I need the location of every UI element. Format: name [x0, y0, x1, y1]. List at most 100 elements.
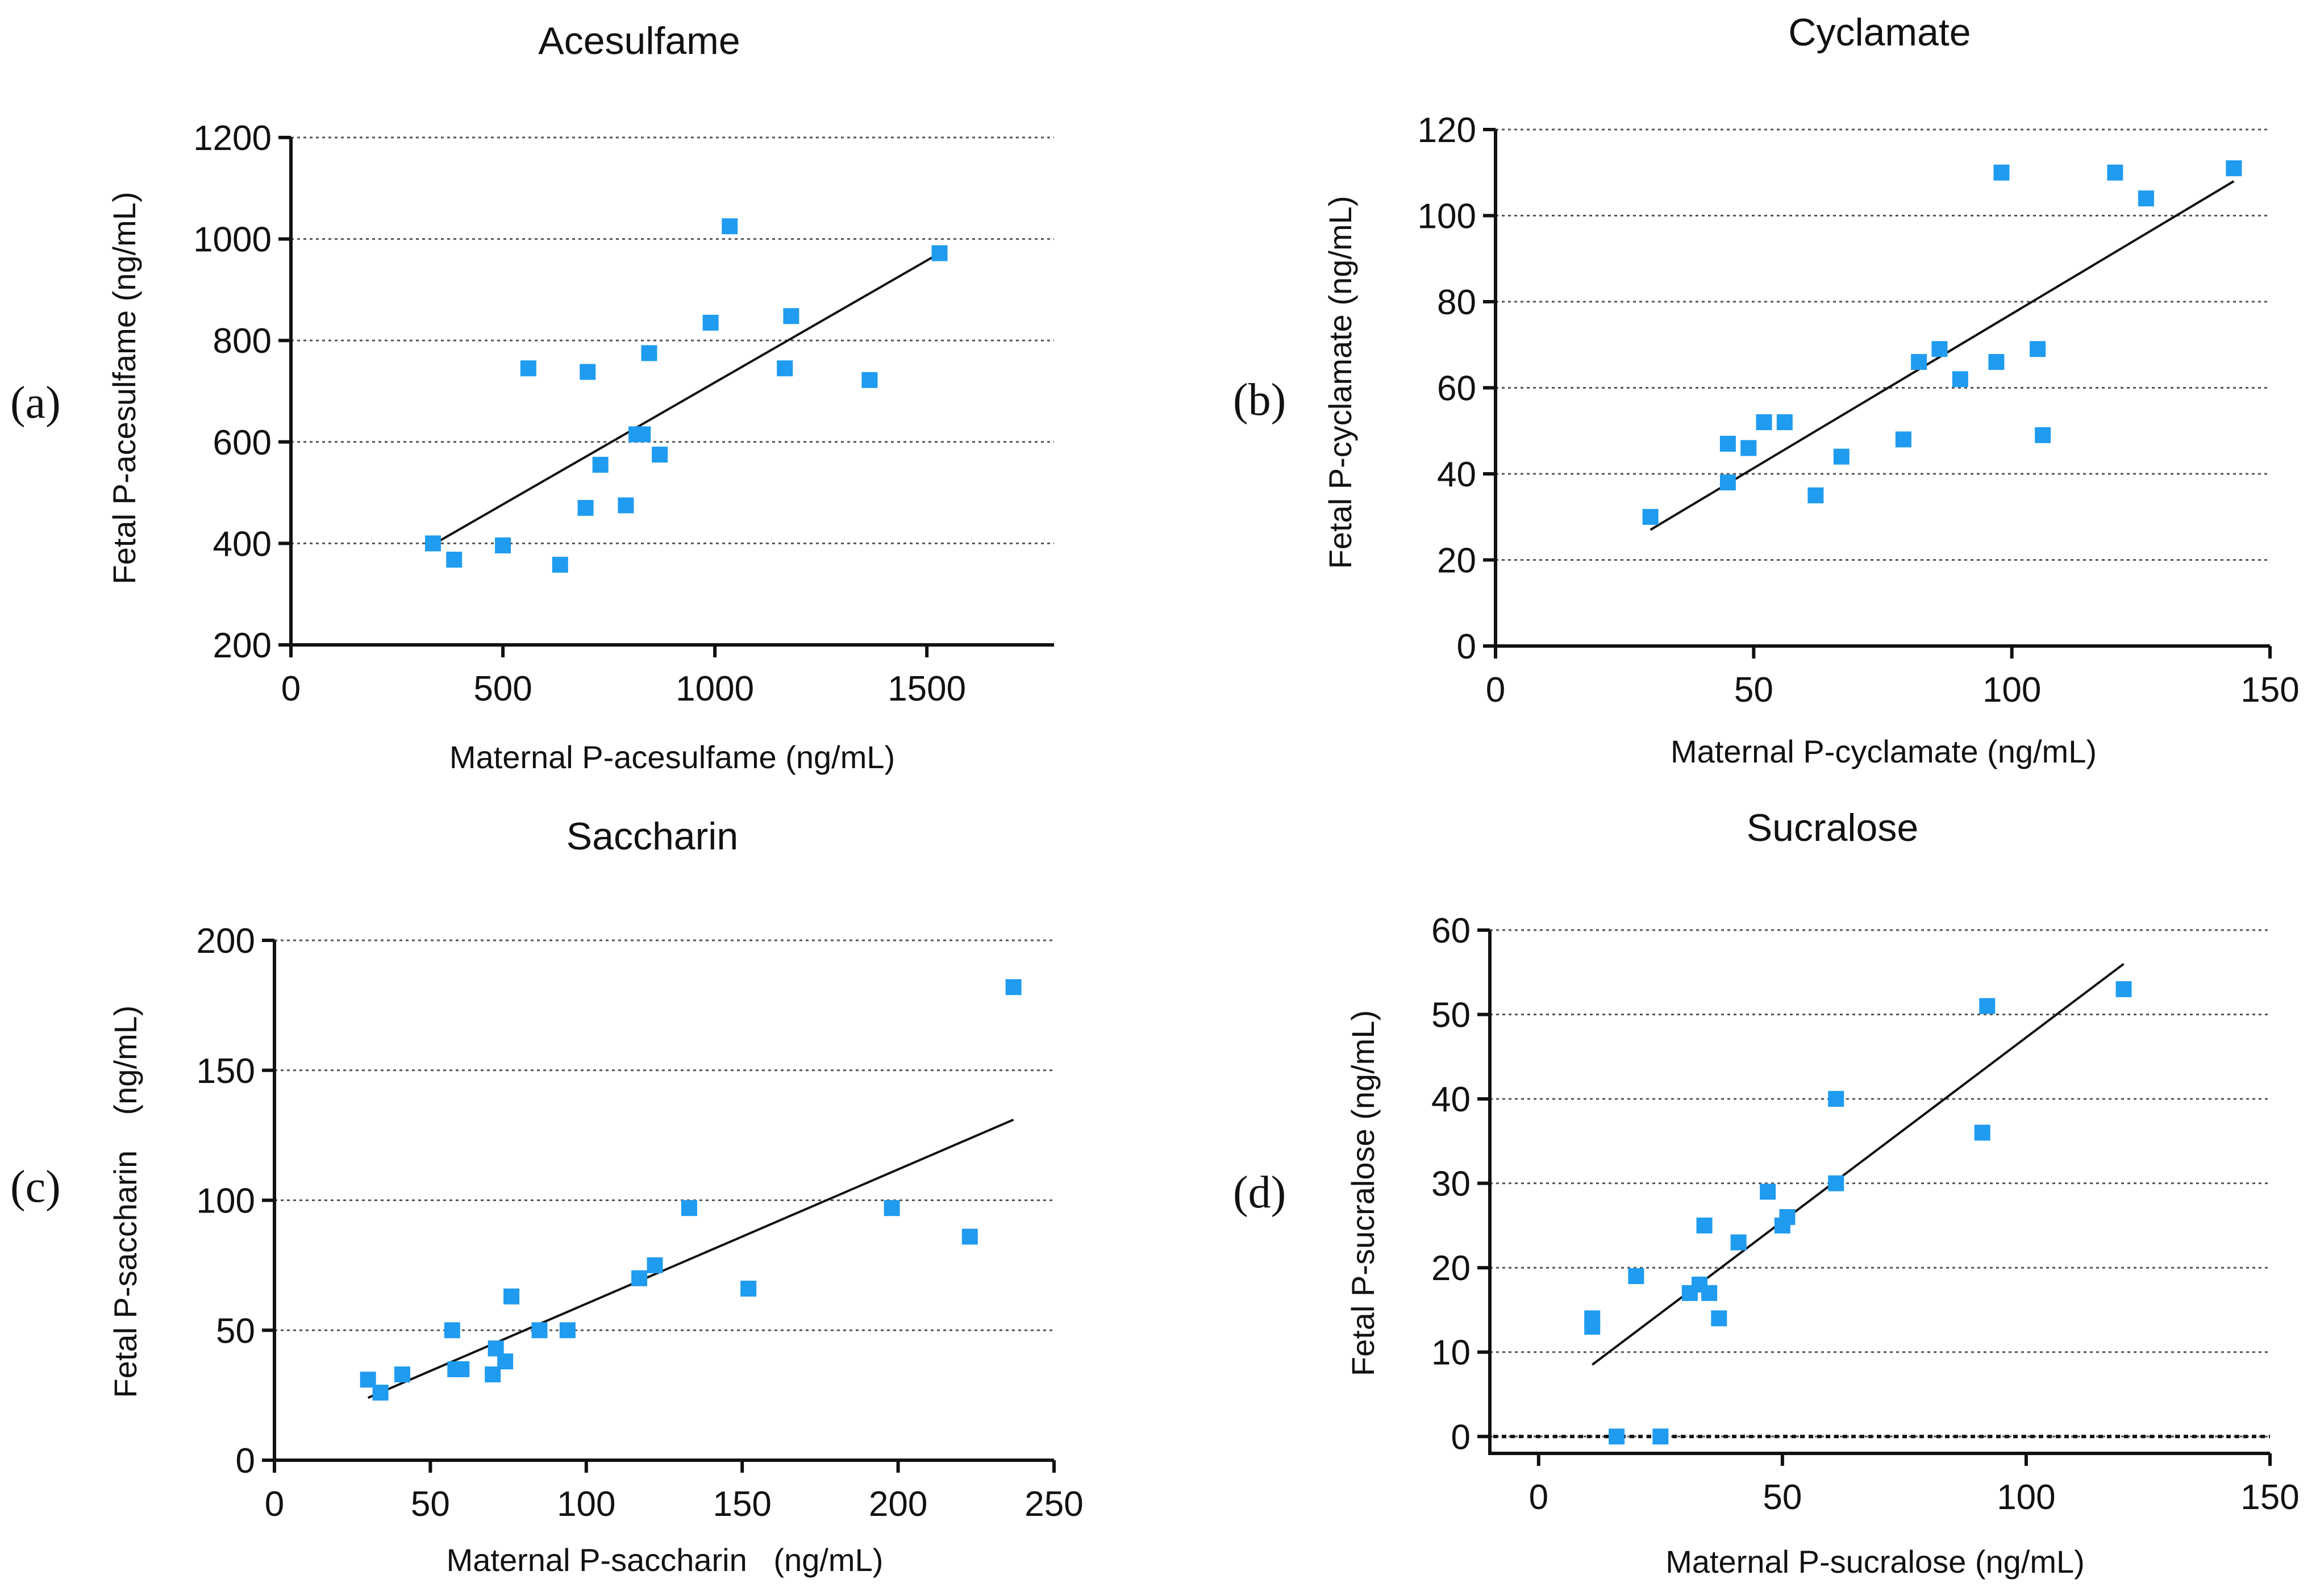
panel-b-y-tick-label: 40: [1437, 455, 1476, 494]
panel-d-data-point: [1609, 1428, 1625, 1445]
panel-c-data-point: [503, 1288, 520, 1305]
panel-a-data-point: [861, 372, 878, 388]
panel-b-data-point: [2226, 160, 2242, 177]
panel-c-y-tick-label: 100: [197, 1182, 255, 1221]
panel-d-y-tick-label: 0: [1451, 1418, 1471, 1457]
panel-a-data-point: [495, 537, 511, 553]
panel-d-data-point: [1779, 1209, 1796, 1226]
panel-a-data-point: [520, 360, 536, 377]
panel-a-x-tick-label: 500: [473, 669, 532, 709]
panel-c-data-point: [1005, 979, 1022, 995]
panel-b: (b) Cyclamate Maternal P-cyclamate (ng/m…: [1233, 11, 2300, 769]
panel-c-y-tick-label: 0: [236, 1441, 255, 1481]
panel-d-data-point: [1974, 1124, 1990, 1141]
panel-a: (a) Acesulfame Maternal P-acesulfame (ng…: [10, 19, 1054, 775]
panel-c-data-point: [961, 1228, 978, 1245]
panel-b-data-point: [1719, 474, 1736, 491]
panel-a-data-point: [641, 345, 657, 361]
panel-d-data-point: [1584, 1319, 1601, 1335]
panel-d-y-tick-label: 10: [1431, 1334, 1471, 1373]
panel-d-plot: 0 10 20 30 40 50 60 0 50 100 150: [1431, 911, 2300, 1517]
panel-c-x-tick-label: 100: [557, 1485, 615, 1524]
panel-c-data-point: [394, 1366, 411, 1383]
panel-d-data-point: [1711, 1310, 1727, 1327]
panel-a-label: (a): [10, 378, 61, 428]
panel-d-data-point: [1979, 998, 1996, 1014]
panel-a-data-point: [635, 426, 651, 443]
panel-b-y-tick-label: 100: [1418, 197, 1476, 236]
panel-a-y-tick-label: 1000: [193, 220, 272, 260]
panel-a-data-point: [592, 456, 609, 473]
panel-a-data-point: [783, 308, 799, 324]
panel-a-y-tick-label: 1200: [193, 119, 272, 158]
panel-c-ylabel: Fetal P-saccharin (ng/mL): [107, 1006, 143, 1398]
panel-b-title: Cyclamate: [1788, 11, 1971, 54]
panel-b-data-point: [1833, 448, 1850, 465]
panel-c-plot: 0 50 100 150 200 0 50 100 150 200 250: [197, 922, 1084, 1524]
panel-a-regression-line: [434, 252, 940, 545]
panel-d-data-point: [1760, 1184, 1776, 1200]
panel-c-xlabel: Maternal P-saccharin (ng/mL): [447, 1542, 884, 1578]
panel-b-label: (b): [1233, 375, 1286, 425]
panel-b-data-point: [1911, 354, 1927, 370]
panel-d-data-point: [1701, 1285, 1718, 1301]
panel-b-plot: 0 20 40 60 80 100 120 0 50 100 150: [1418, 111, 2300, 710]
panel-d-data-point: [1828, 1175, 1844, 1191]
panel-a-x-tick-label: 1000: [676, 669, 754, 709]
panel-d-xlabel: Maternal P-sucralose (ng/mL): [1665, 1544, 2085, 1580]
panel-a-data-point: [702, 314, 719, 331]
panel-b-data-point: [1740, 440, 1757, 456]
panel-a-data-point: [446, 551, 463, 568]
panel-b-data-point: [2030, 341, 2046, 357]
panel-d-x-tick-label: 100: [1997, 1478, 2055, 1517]
panel-d-y-tick-label: 20: [1431, 1249, 1471, 1288]
panel-a-data-point: [580, 364, 596, 380]
panel-d-data-point: [2115, 981, 2132, 997]
panel-a-data-point: [552, 556, 568, 573]
panel-a-x-tick-label: 0: [281, 669, 301, 709]
panel-a-data-point: [618, 497, 634, 514]
panel-b-data-point: [1895, 431, 1911, 448]
panel-b-data-point: [1988, 354, 2005, 370]
panel-c-x-tick-label: 0: [265, 1485, 284, 1524]
panel-a-data-point: [722, 218, 738, 235]
panel-d-data-point: [1828, 1091, 1844, 1107]
panel-b-data-point: [2138, 190, 2154, 207]
panel-b-data-point: [1756, 414, 1772, 431]
panel-b-xlabel: Maternal P-cyclamate (ng/mL): [1671, 734, 2097, 769]
panel-c-data-point: [740, 1281, 757, 1297]
panel-b-x-tick-label: 150: [2240, 670, 2299, 710]
panel-d-x-tick-label: 150: [2240, 1478, 2299, 1517]
panel-d-data-point: [1628, 1268, 1644, 1285]
panel-a-data-point: [777, 360, 793, 377]
panel-b-x-tick-label: 100: [1982, 670, 2041, 710]
panel-d-y-tick-label: 50: [1431, 996, 1471, 1035]
panel-d-y-tick-label: 60: [1431, 911, 1471, 951]
panel-b-data-point: [1993, 164, 2010, 181]
panel-c-data-point: [497, 1353, 514, 1370]
panel-a-ylabel: Fetal P-acesulfame (ng/mL): [106, 192, 142, 585]
panel-b-y-tick-label: 0: [1457, 627, 1476, 666]
panel-c-y-tick-label: 50: [216, 1311, 255, 1351]
panel-b-y-tick-label: 60: [1437, 369, 1476, 409]
panel-b-y-tick-label: 80: [1437, 283, 1476, 322]
panel-b-data-point: [1776, 414, 1793, 431]
panel-b-data-point: [2035, 427, 2051, 443]
panel-c-data-point: [884, 1200, 900, 1216]
panel-c-data-point: [559, 1322, 576, 1339]
panel-a-y-tick-label: 800: [213, 322, 272, 361]
panel-a-title: Acesulfame: [538, 19, 740, 62]
panel-b-ylabel: Fetal P-cyclamate (ng/mL): [1322, 196, 1358, 569]
panel-c: (c) Saccharin Maternal P-saccharin (ng/m…: [10, 815, 1084, 1578]
panel-c-label: (c): [10, 1162, 61, 1212]
panel-b-x-tick-label: 50: [1734, 670, 1773, 710]
panel-c-x-tick-label: 50: [411, 1485, 450, 1524]
panel-a-data-point: [652, 447, 668, 463]
panel-c-x-tick-label: 200: [869, 1485, 927, 1524]
panel-b-y-tick-label: 120: [1418, 111, 1476, 150]
panel-a-plot: 200 400 600 800 1000 1200 0 500 1000 1500: [193, 119, 1054, 709]
panel-d-regression-line: [1592, 962, 2125, 1366]
panel-c-data-point: [647, 1257, 663, 1273]
panel-d-ylabel: Fetal P-sucralose (ng/mL): [1345, 1010, 1381, 1376]
